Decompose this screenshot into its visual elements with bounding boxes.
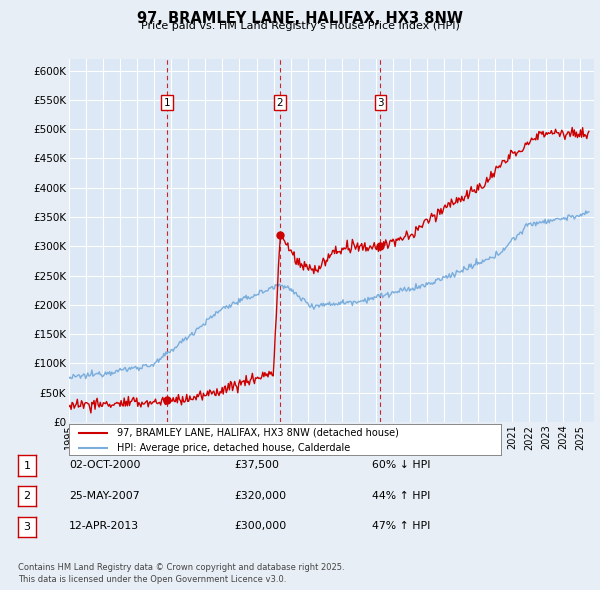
Text: HPI: Average price, detached house, Calderdale: HPI: Average price, detached house, Cald… bbox=[116, 442, 350, 453]
Text: 1: 1 bbox=[23, 461, 31, 470]
Text: 3: 3 bbox=[23, 522, 31, 532]
Text: 25-MAY-2007: 25-MAY-2007 bbox=[69, 491, 140, 500]
Text: 97, BRAMLEY LANE, HALIFAX, HX3 8NW: 97, BRAMLEY LANE, HALIFAX, HX3 8NW bbox=[137, 11, 463, 25]
Text: 44% ↑ HPI: 44% ↑ HPI bbox=[372, 491, 430, 500]
Text: £300,000: £300,000 bbox=[234, 522, 286, 531]
Text: Price paid vs. HM Land Registry's House Price Index (HPI): Price paid vs. HM Land Registry's House … bbox=[140, 21, 460, 31]
Text: 12-APR-2013: 12-APR-2013 bbox=[69, 522, 139, 531]
Text: 1: 1 bbox=[164, 98, 170, 108]
Text: £37,500: £37,500 bbox=[234, 460, 279, 470]
Text: 47% ↑ HPI: 47% ↑ HPI bbox=[372, 522, 430, 531]
Text: 02-OCT-2000: 02-OCT-2000 bbox=[69, 460, 140, 470]
Text: 3: 3 bbox=[377, 98, 384, 108]
Text: 97, BRAMLEY LANE, HALIFAX, HX3 8NW (detached house): 97, BRAMLEY LANE, HALIFAX, HX3 8NW (deta… bbox=[116, 428, 398, 438]
Text: 60% ↓ HPI: 60% ↓ HPI bbox=[372, 460, 431, 470]
Text: Contains HM Land Registry data © Crown copyright and database right 2025.
This d: Contains HM Land Registry data © Crown c… bbox=[18, 563, 344, 584]
Text: 2: 2 bbox=[23, 491, 31, 501]
Text: £320,000: £320,000 bbox=[234, 491, 286, 500]
Text: 2: 2 bbox=[277, 98, 283, 108]
